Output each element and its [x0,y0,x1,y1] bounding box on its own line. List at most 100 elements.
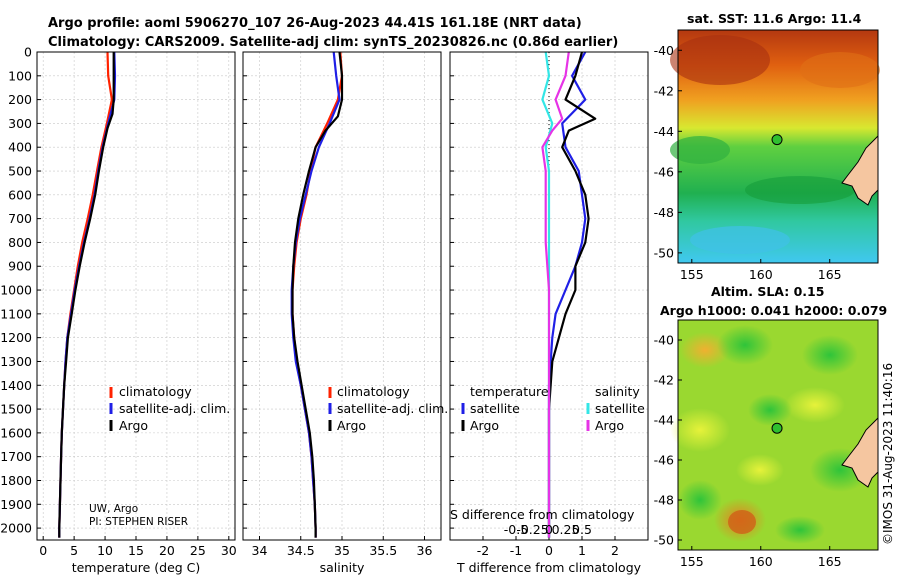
map-y-tick-label: -44 [654,124,674,139]
x-tick-label: 0 [545,543,553,558]
sla-high-core [728,510,756,534]
sla-yellow-patch [785,387,845,423]
title-line-1: Argo profile: aoml 5906270_107 26-Aug-20… [48,16,582,31]
y-tick-label: 800 [8,235,32,250]
series-line-s-argo [541,52,570,538]
x-tick-label: 1 [578,543,586,558]
x-tick-label: 25 [190,543,206,558]
y-tick-label: 1300 [0,354,32,369]
x-tick-label: 0 [39,543,47,558]
legend-argo-label: Argo [337,418,366,433]
sla-low-patch [748,394,792,426]
series-line-satellite-adj-clim- [290,52,341,538]
sst-argo-marker [771,134,783,146]
s-diff-tick-label: 0 [545,522,553,537]
sst-map-title: sat. SST: 11.6 Argo: 11.4 [687,11,862,26]
sla-map-frame [677,319,879,551]
y-tick-label: 400 [8,140,32,155]
x-tick-label: 36 [417,543,433,558]
plot-frame [449,51,649,541]
y-tick-label: 500 [8,164,32,179]
map-y-tick-label: -42 [654,83,674,98]
x-tick-label: 34 [252,543,268,558]
sla-map: 155 160 165 -40 -42 -44 -46 -48 -50 [654,319,879,569]
legend-climatology-label: climatology [119,384,192,399]
x-tick-label: -1 [510,543,522,558]
legend-t-argo-label: Argo [470,418,499,433]
series-line-argo [291,52,344,538]
sla-argo-marker [771,422,783,434]
salinity-legend: climatology satellite-adj. clim. Argo [328,384,448,433]
map-x-tick-label: 155 [680,554,704,569]
y-tick-label: 100 [8,68,32,83]
y-tick-label: 200 [8,92,32,107]
temperature-panel: 0 5 10 15 20 25 300100200300400500600700800900… [0,45,237,576]
s-diff-tick-label: -0.5 [504,522,528,537]
legend-salinity-title: salinity [595,384,640,399]
legend-climatology-label: climatology [337,384,410,399]
y-tick-label: 900 [8,259,32,274]
x-tick-label: 20 [159,543,175,558]
y-tick-label: 1500 [0,402,32,417]
map-y-tick-label: -48 [654,493,674,508]
series-line-s-satellite [541,52,554,538]
sst-green-patch [670,136,730,164]
series-group [541,52,597,538]
map-x-tick-label: 160 [749,554,773,569]
series-line-climatology [291,52,344,538]
legend-satellite-label: satellite-adj. clim. [119,401,230,416]
x-tick-label: 15 [128,543,144,558]
x-tick-label: 10 [97,543,113,558]
sla-low-patch [802,335,858,375]
x-tick-label: 30 [221,543,237,558]
y-tick-label: 1800 [0,473,32,488]
x-tick-label: 34.5 [287,543,315,558]
legend-temperature-title: temperature [470,384,549,399]
sla-low-patch [678,480,722,520]
map-y-tick-label: -50 [654,533,674,548]
credit-line-2: PI: STEPHEN RISER [89,516,188,528]
y-tick-label: 600 [8,187,32,202]
difference-panel: -2 -1 0 1 2 T difference from climatology -0.5… [449,51,649,575]
sst-cold-patch [690,226,790,254]
map-x-tick-label: 160 [749,267,773,282]
temperature-legend: climatology satellite-adj. clim. Argo [109,384,230,433]
s-diff-tick-label: -0.25 [516,522,548,537]
map-x-tick-label: 155 [680,267,704,282]
y-tick-label: 1000 [0,283,32,298]
map-y-tick-label: -40 [654,333,674,348]
x-tick-label: 5 [70,543,78,558]
map-y-tick-label: -42 [654,373,674,388]
y-tick-label: 1900 [0,497,32,512]
y-tick-label: 1400 [0,378,32,393]
title-line-2: Climatology: CARS2009. Satellite-adj cli… [48,35,618,50]
sla-yellow-patch [736,454,784,486]
map-x-tick-label: 165 [818,554,842,569]
sla-low-patch [717,325,773,365]
sst-land-new-zealand [841,134,879,206]
map-y-tick-label: -46 [654,164,674,179]
series-line-climatology [58,52,113,538]
x-axis-label: salinity [320,560,365,575]
sst-map: 155 160 165 -40 -42 -44 -46 -48 -50 [654,29,880,282]
s-diff-tick-label: 0.25 [552,522,580,537]
credit-line-1: UW, Argo [89,503,138,515]
series-line-t-argo [547,52,597,538]
x-tick-label: -2 [477,543,489,558]
map-y-tick-label: -46 [654,453,674,468]
legend-s-satellite-label: satellite [595,401,645,416]
sla-map-title-2: Argo h1000: 0.041 h2000: 0.079 [660,303,887,318]
sst-map-frame [677,29,879,264]
y-tick-label: 1100 [0,306,32,321]
legend-s-argo-label: Argo [595,418,624,433]
x-tick-label: 2 [611,543,619,558]
y-tick-label: 300 [8,116,32,131]
legend-t-satellite-label: satellite [470,401,520,416]
salinity-panel: 34 34.5 35 35.5 36 salinity [242,51,442,575]
s-difference-axis-label: S difference from climatology [450,507,635,522]
plot-frame [242,51,442,541]
x-axis-label: temperature (deg C) [72,560,201,575]
sst-warm-patch [670,35,770,85]
y-tick-label: 0 [24,45,32,60]
x-axis-label: T difference from climatology [456,560,642,575]
